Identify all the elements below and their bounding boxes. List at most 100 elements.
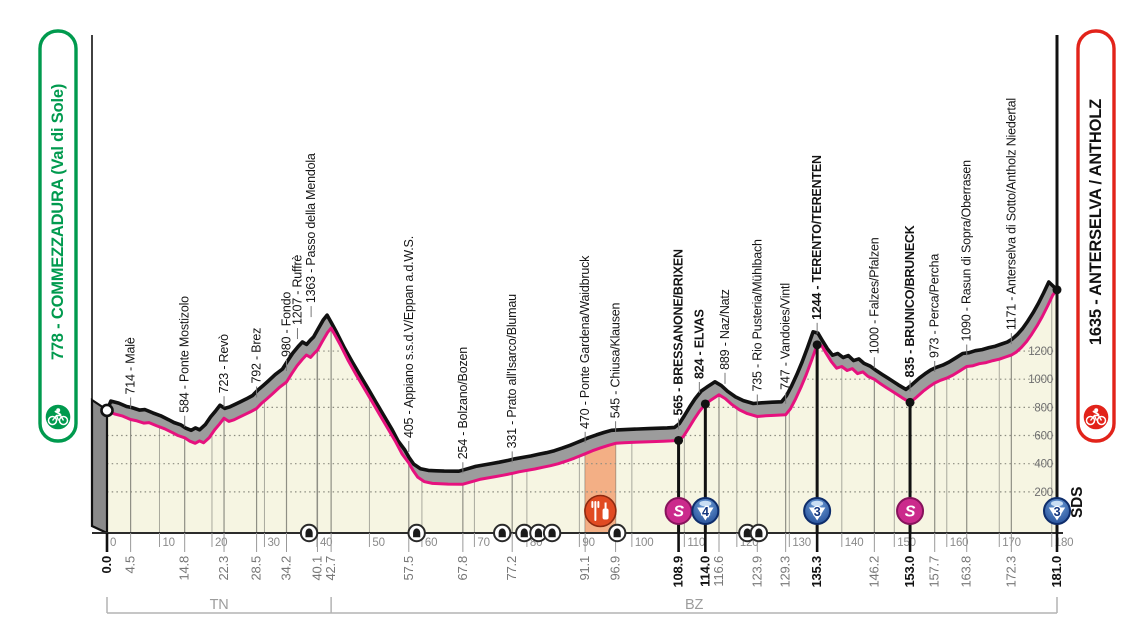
km-label: 28.5 [249,556,264,581]
elevation-scale-label: 1000 [1028,374,1053,386]
tunnel-icon [529,523,548,543]
x-axis-tick-label: 70 [477,537,489,549]
finish-badge-label: 1635 - ANTERSELVA / ANTHOLZ [1087,99,1105,345]
gpm-icon: 3 [803,497,832,525]
elevation-scale-label: 600 [1034,431,1053,443]
waypoint-label: 889 - Naz/Natz [718,289,732,370]
waypoint-label: 470 - Ponte Gardena/Waidbruck [578,255,592,429]
x-axis-tick-label: 40 [320,537,332,549]
tunnel-icon [749,523,769,543]
km-label: 123.9 [749,556,764,588]
x-axis-tick-label: 160 [950,537,969,549]
km-label: 163.8 [959,556,974,588]
tunnel-icon [407,523,426,543]
bottle-glyph [602,508,609,520]
finish-badge: 1635 - ANTERSELVA / ANTHOLZ [1076,29,1116,443]
bottle-glyph [604,502,607,509]
profile-area [107,289,1057,533]
tunnel-icon [493,523,512,543]
km-label: 114.0 [697,556,712,587]
elevation-scale-label: 800 [1034,402,1053,414]
km-label: 146.2 [866,556,881,588]
waypoint-label: 405 - Appiano s.s.d.V/Eppan a.d.W.S. [402,236,416,438]
waypoint-label: 714 - Malè [124,337,138,394]
km-label: 22.3 [216,556,231,581]
km-label: 116.6 [711,556,726,587]
waypoint-label: 835 - BRUNICO/BRUNECK [903,225,917,377]
fork-glyph [591,501,600,521]
feed-zone-icon [584,494,617,528]
km-label: 153.0 [902,556,917,588]
x-axis-tick-label: 130 [792,537,811,549]
waypoint-label: 1207 - Ruffrè [290,255,304,325]
km-label: 34.2 [279,556,294,581]
km-label: 96.9 [608,556,623,581]
x-axis-tick-label: 180 [1055,537,1074,549]
event-dot [700,399,710,409]
x-axis-tick-label: 150 [897,537,916,549]
x-axis-tick-label: 50 [372,537,384,549]
event-dot [674,435,684,445]
start-dot [100,403,114,418]
km-label: 108.9 [671,556,686,588]
waypoint-label: 1244 - TERENTO/TERENTEN [810,155,824,320]
km-label: 14.8 [177,556,192,581]
profile-area-fill [107,289,1057,533]
km-label: 57.5 [401,556,416,581]
x-axis-tick-label: 90 [582,537,594,549]
sprint-letter: S [905,504,916,521]
km-labels: 0.0 4.5 14.8 22.3 28.5 34.2 40.142.7 57.5 67.8 77… [99,533,1064,588]
km-label: 67.8 [455,556,470,581]
waypoint-label: 1090 - Rasun di Sopra/Oberrasen [960,160,974,342]
km-label: 181.0 [1049,556,1064,588]
finish-badge-frame [1076,29,1116,443]
region-label: BZ [685,597,703,613]
x-axis-tick-label: 100 [635,537,654,549]
gpm-category: 3 [814,505,821,519]
event-dot [905,397,915,407]
gpm-icon: 4 [691,497,720,525]
waypoint-label: 973 - Perca/Percha [928,254,942,358]
waypoint-label: 331 - Prato all'Isarco/Blumau [505,294,519,449]
start-badge-label: 778 - COMMEZZADURA (Val di Sole) [49,84,67,360]
cyclist-icon [1082,403,1110,431]
profile-left-wall [90,397,109,535]
gpm-category: 4 [702,505,709,519]
waypoint-label: 1363 - Passo della Mendola [304,153,318,303]
x-axis: 0 10 20 30 40 50 60 70 80 90 100 110 120 130 140 150 160… [92,532,1074,549]
waypoint-label: 735 - Rio Pusteria/Mühlbach [750,239,764,392]
waypoint-label: 792 - Brez [250,328,264,384]
x-axis-tick-label: 110 [687,537,705,549]
x-axis-tick-label: 30 [267,537,279,549]
sprint-icon: S [896,497,925,525]
sprint-icon: S [664,497,693,525]
waypoint-label: 1000 - Falzes/Pfalzen [867,237,881,354]
km-label: 129.3 [778,556,793,588]
sprint-letter: S [673,504,684,521]
elevation-scale-label: 400 [1034,459,1053,471]
km-label: 4.5 [123,556,138,573]
elevation-scale-label: 1200 [1028,346,1053,358]
waypoint-label: 723 - Revò [217,334,231,393]
waypoint-labels: 714 - Malè 584 - Ponte Mostizolo 723 - Rev… [124,98,1018,474]
tunnel-icon [542,523,562,543]
waypoint-label: 254 - Bolzano/Bozen [456,347,470,460]
waypoint-label: 1171 - Anterselva di Sotto/Antholz Niede… [1004,98,1018,330]
region-brackets: TN BZ [106,597,1058,614]
km-label: 172.3 [1003,556,1018,588]
region-label: TN [210,597,229,613]
x-axis-tick-label: 60 [425,537,437,549]
x-axis-tick-label: 0 [110,537,116,549]
cyclist-icon [44,403,72,431]
km-label: 91.1 [577,556,592,581]
km-label: 135.3 [809,556,824,588]
waypoint-label: 565 - BRESSANONE/BRIXEN [672,249,686,415]
elevation-scale-label: 200 [1034,487,1053,499]
waypoint-label: 545 - Chiusa/Klausen [609,302,623,418]
event-dot [812,340,822,350]
tunnel-icon [607,523,627,543]
km-label: 157.7 [927,556,942,588]
start-badge-frame [38,29,78,443]
